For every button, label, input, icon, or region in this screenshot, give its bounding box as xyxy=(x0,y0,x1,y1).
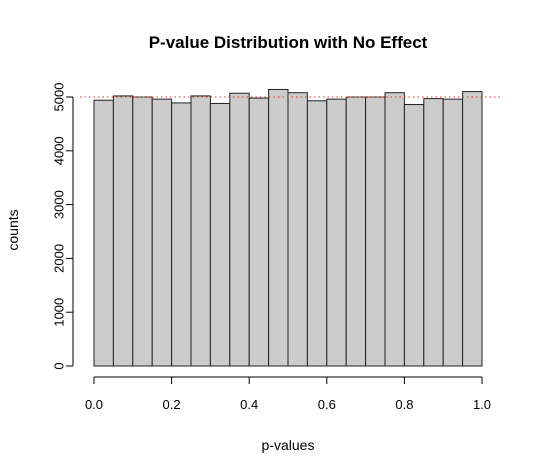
chart-title: P-value Distribution with No Effect xyxy=(149,33,428,52)
histogram-bar-18 xyxy=(442,98,464,367)
histogram-bar-13 xyxy=(345,96,367,367)
histogram-bar-12 xyxy=(326,98,347,367)
y-tick-label-1: 1000 xyxy=(52,298,67,327)
y-axis-label: counts xyxy=(5,209,21,250)
y-tick-label-3: 3000 xyxy=(52,190,67,219)
y-tick-label-5: 5000 xyxy=(52,83,67,112)
histogram-bar-3 xyxy=(151,98,173,367)
histogram-bar-6 xyxy=(209,102,231,367)
histogram-bar-19 xyxy=(462,91,483,367)
histogram-bar-14 xyxy=(365,96,386,367)
histogram-bar-2 xyxy=(132,96,153,367)
histogram-bar-4 xyxy=(171,102,192,367)
y-tick-label-0: 0 xyxy=(52,362,67,369)
histogram-bar-7 xyxy=(229,92,250,367)
x-tick-label-2: 0.4 xyxy=(240,397,258,412)
x-tick-label-5: 1.0 xyxy=(473,397,491,412)
histogram-bar-11 xyxy=(306,100,328,367)
histogram-bar-16 xyxy=(403,104,425,367)
histogram-bar-1 xyxy=(112,95,134,367)
x-axis-label: p-values xyxy=(262,437,315,453)
histogram-bar-15 xyxy=(384,92,405,367)
x-tick-label-3: 0.6 xyxy=(318,397,336,412)
histogram-bar-10 xyxy=(287,92,308,367)
histogram-bar-17 xyxy=(423,98,444,367)
bars-group xyxy=(93,88,483,367)
histogram-bar-8 xyxy=(248,97,270,367)
x-axis: 0.0 0.2 0.4 0.6 0.8 1.0 xyxy=(85,376,491,412)
histogram-bar-9 xyxy=(268,88,289,367)
x-tick-label-1: 0.2 xyxy=(163,397,181,412)
x-tick-label-4: 0.8 xyxy=(395,397,413,412)
y-tick-label-2: 2000 xyxy=(52,244,67,273)
y-axis: 0 1000 2000 3000 4000 5000 xyxy=(52,83,74,370)
y-tick-label-4: 4000 xyxy=(52,136,67,165)
x-tick-label-0: 0.0 xyxy=(85,397,103,412)
histogram-bar-5 xyxy=(190,95,211,367)
histogram-bar-0 xyxy=(93,99,114,367)
